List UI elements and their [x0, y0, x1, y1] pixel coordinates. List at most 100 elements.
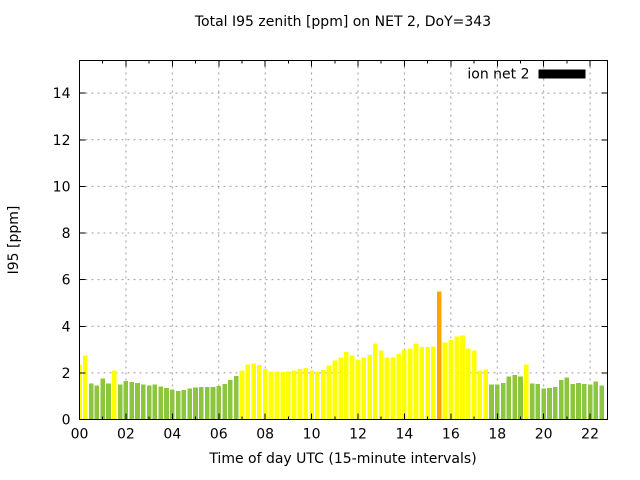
x-tick-label: 10: [303, 427, 321, 443]
bar: [106, 383, 111, 420]
bar: [280, 372, 285, 420]
bar: [222, 383, 227, 420]
bar: [175, 391, 181, 420]
bar: [344, 351, 349, 420]
bar: [529, 383, 535, 420]
bar: [181, 390, 187, 420]
bar: [489, 384, 494, 420]
bar: [361, 357, 367, 420]
x-tick-label: 20: [535, 427, 553, 443]
y-tick-label: 4: [62, 319, 71, 335]
bar: [146, 385, 152, 420]
bar: [297, 368, 303, 420]
bar: [523, 364, 529, 420]
bar: [500, 382, 506, 420]
bar: [158, 386, 164, 420]
bar: [564, 377, 570, 420]
x-tick-label: 18: [488, 427, 506, 443]
bar: [112, 370, 117, 420]
legend-swatch: [538, 69, 586, 79]
y-tick-label: 0: [62, 413, 71, 429]
bar: [512, 375, 517, 420]
bar: [170, 389, 175, 420]
x-tick-label: 02: [117, 427, 135, 443]
bar: [303, 368, 309, 420]
bar: [454, 336, 459, 420]
chart-title: Total I95 zenith [ppm] on NET 2, DoY=343: [194, 14, 492, 30]
bar: [477, 370, 483, 420]
bar: [257, 364, 262, 420]
bar: [373, 343, 378, 420]
bar: [79, 364, 82, 420]
bar: [402, 349, 407, 420]
x-tick-label: 12: [349, 427, 367, 443]
bar: [233, 375, 239, 420]
bar: [570, 383, 575, 420]
bar: [94, 385, 100, 420]
y-tick-label: 10: [53, 179, 71, 195]
bar: [471, 350, 477, 420]
bar: [193, 387, 198, 420]
bar: [378, 350, 384, 420]
bar: [581, 383, 587, 420]
bar: [204, 386, 210, 420]
x-tick-label: 08: [256, 427, 274, 443]
bar: [535, 383, 541, 420]
bar: [558, 379, 564, 420]
bar: [117, 384, 123, 420]
bar: [187, 388, 193, 420]
bar: [332, 360, 338, 420]
bar: [210, 386, 216, 420]
x-tick-label: 04: [163, 427, 181, 443]
bar: [460, 335, 465, 420]
bar: [419, 347, 425, 420]
bar: [552, 386, 558, 420]
bar: [483, 369, 488, 420]
bar: [506, 376, 512, 420]
bar: [390, 357, 396, 420]
bar: [442, 342, 448, 420]
bar: [338, 357, 343, 420]
bar: [576, 382, 581, 420]
bar: [367, 354, 372, 420]
bar: [494, 384, 500, 420]
bar: [541, 388, 546, 420]
legend-label: ion net 2: [467, 67, 529, 83]
y-tick-label: 12: [53, 133, 71, 149]
plot-border: [79, 60, 608, 420]
bar: [599, 385, 604, 420]
bar: [268, 371, 274, 420]
bar: [141, 384, 146, 420]
bar: [396, 353, 401, 420]
bar: [239, 370, 245, 420]
bar: [349, 355, 355, 420]
bar: [431, 346, 436, 420]
bar: [286, 371, 291, 420]
y-tick-label: 8: [62, 226, 71, 242]
bar: [83, 355, 88, 420]
bar: [407, 348, 413, 420]
bar: [315, 371, 320, 420]
bar: [593, 381, 599, 420]
y-tick-label: 6: [62, 273, 71, 289]
x-tick-label: 00: [71, 427, 89, 443]
bar: [320, 369, 326, 420]
bar: [309, 370, 314, 420]
bar: [216, 385, 222, 420]
y-tick-label: 14: [53, 86, 71, 102]
bar: [228, 379, 233, 420]
bar: [274, 371, 280, 420]
bar: [326, 365, 332, 420]
x-axis-label: Time of day UTC (15-minute intervals): [209, 451, 477, 467]
bar: [355, 360, 361, 420]
bar: [448, 340, 454, 420]
bar: [123, 381, 129, 420]
bar: [245, 364, 251, 420]
bar: [436, 291, 442, 420]
bar: [88, 383, 94, 420]
bar: [518, 376, 523, 420]
bar: [291, 370, 297, 420]
bar: [465, 348, 471, 420]
bar: [152, 384, 158, 420]
